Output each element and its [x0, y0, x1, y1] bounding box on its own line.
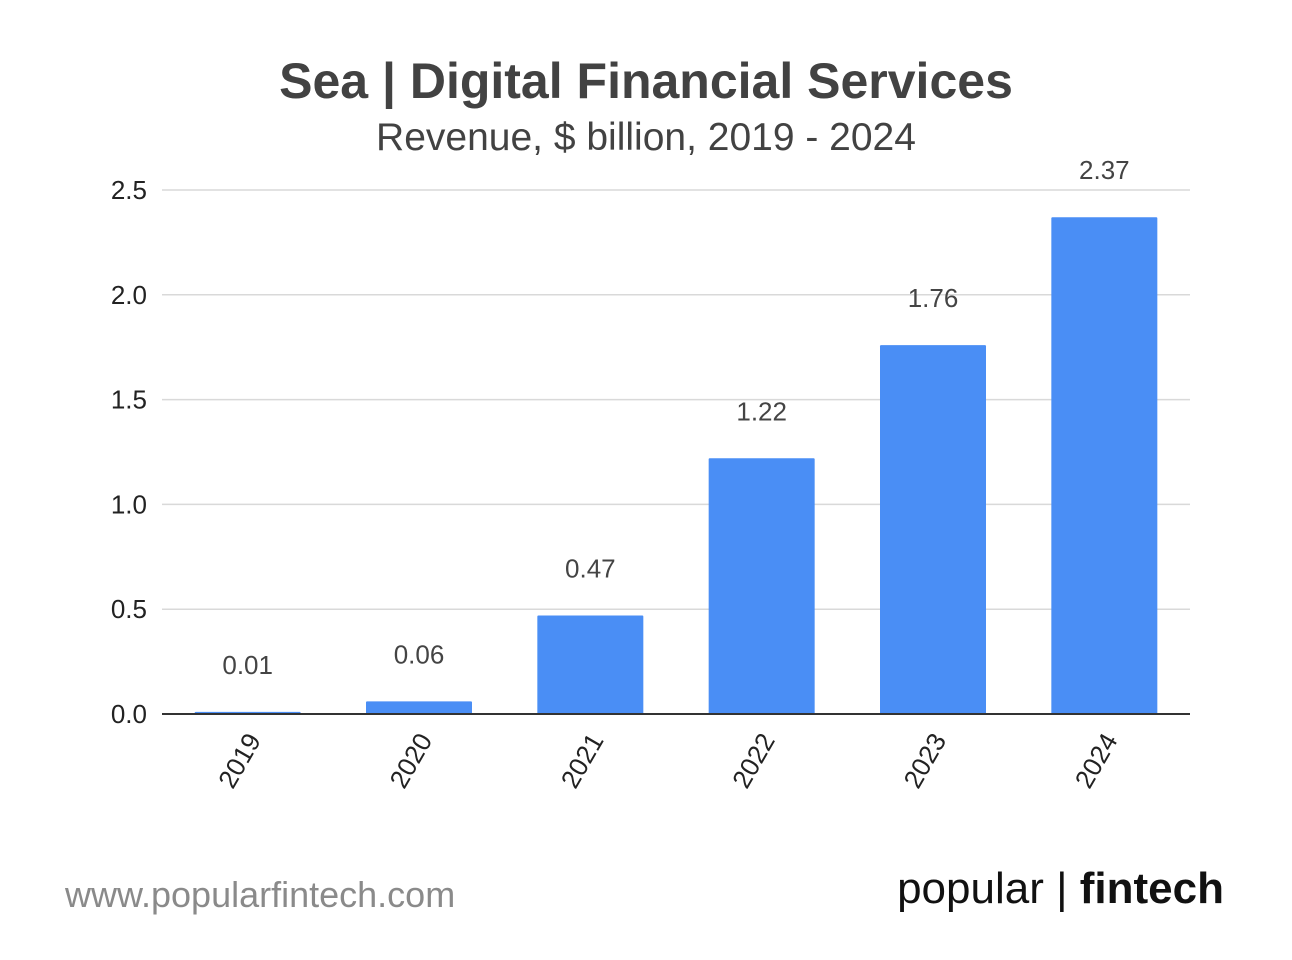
data-label: 0.01 — [222, 650, 273, 680]
y-tick-label: 1.0 — [111, 489, 147, 519]
y-tick-label: 2.0 — [111, 280, 147, 310]
y-tick-label: 1.5 — [111, 385, 147, 415]
bar — [708, 458, 815, 714]
x-tick-label: 2022 — [726, 728, 781, 793]
x-tick-label: 2019 — [212, 728, 267, 793]
bar — [537, 615, 644, 714]
y-tick-label: 2.5 — [111, 175, 147, 205]
brand-name-light: popular — [897, 864, 1044, 913]
data-label: 2.37 — [1079, 155, 1130, 185]
brand-separator: | — [1056, 864, 1068, 913]
website-url: www.popularfintech.com — [65, 874, 456, 915]
data-label: 1.76 — [908, 283, 959, 313]
y-tick-label: 0.0 — [111, 699, 147, 729]
x-tick-label: 2023 — [897, 728, 952, 793]
bar — [1051, 217, 1158, 715]
y-tick-label: 0.5 — [111, 594, 147, 624]
bar — [880, 345, 986, 714]
data-label: 0.47 — [565, 553, 616, 583]
data-label: 0.06 — [394, 639, 445, 669]
data-label: 1.22 — [736, 396, 787, 426]
brand-logo: popular | fintech — [897, 864, 1224, 914]
chart-title: Sea | Digital Financial Services — [279, 53, 1013, 109]
chart-subtitle: Revenue, $ billion, 2019 - 2024 — [376, 116, 916, 159]
brand-name-bold: fintech — [1079, 864, 1224, 913]
x-tick-label: 2021 — [555, 728, 610, 793]
x-tick-label: 2024 — [1069, 728, 1124, 793]
bar — [366, 701, 472, 714]
x-tick-label: 2020 — [383, 728, 438, 793]
